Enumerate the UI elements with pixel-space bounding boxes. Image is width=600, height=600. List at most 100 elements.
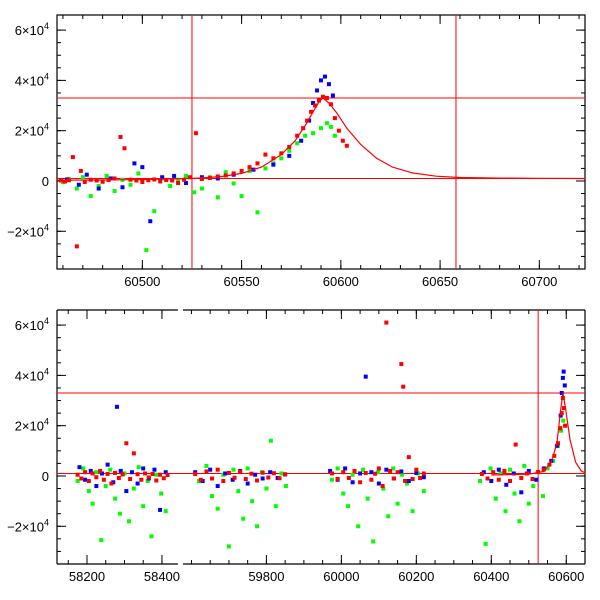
data-point [250,499,255,504]
data-point [358,480,363,485]
data-point [158,179,163,184]
data-point [541,494,546,499]
data-point [260,470,265,475]
data-point [88,468,93,473]
data-point [80,175,85,180]
data-point [152,467,157,472]
data-point [139,477,144,482]
data-point [421,475,426,480]
data-point [319,78,323,83]
data-point [485,476,490,481]
data-point [81,466,86,471]
y-tick-mantissa: 0 [42,469,49,484]
data-point [118,134,123,139]
data-point [114,404,119,409]
data-point [184,180,189,185]
y-tick-label: −2×104 [7,517,49,534]
data-point [263,152,268,157]
data-point [193,131,198,136]
plot-area [57,310,585,564]
x-tick-label: 60000 [323,569,359,584]
data-point [136,171,141,176]
data-point [146,475,151,480]
data-point [193,471,198,476]
plot-frame [56,14,586,270]
data-point [406,479,411,484]
y-tick-label: 0 [42,469,49,484]
data-point [559,390,564,395]
data-point [158,472,163,477]
data-point [341,470,346,475]
model-curve [491,392,585,476]
data-point [238,469,243,474]
data-point [215,506,220,511]
data-point [132,161,137,166]
data-point [330,93,335,98]
data-point [140,179,145,184]
y-tick-mantissa: −2×10 [7,519,44,534]
data-point [410,476,415,481]
data-point [120,185,125,190]
data-point [363,374,368,379]
y-tick-label: 0 [42,174,49,189]
data-point [134,178,139,183]
y-tick-label: −2×104 [7,222,49,239]
data-point [369,470,374,475]
y-tick-mantissa: −2×10 [7,224,44,239]
data-point [315,88,320,93]
data-point [263,166,268,171]
data-point [128,476,133,481]
data-point [560,375,565,380]
data-point [255,210,260,215]
data-point [508,467,513,472]
data-point [418,475,423,480]
data-point [526,501,531,506]
data-point [530,476,535,481]
data-point [112,189,117,194]
data-point [158,507,163,512]
data-point [386,514,391,519]
data-point [199,186,204,191]
data-point [241,516,246,521]
data-point [554,443,559,448]
data-point [483,541,488,546]
data-point [295,141,300,146]
data-point [144,248,149,253]
data-point [526,468,531,473]
x-tick-label: 60600 [548,569,584,584]
data-point [328,102,333,107]
data-point [561,418,566,423]
data-point [524,471,529,476]
data-point [400,472,405,477]
y-tick-label: 2×104 [15,417,49,434]
data-point [326,82,331,87]
data-point [172,173,177,178]
data-point [105,462,110,467]
data-point [131,486,136,491]
data-point [279,471,284,476]
y-tick-exponent: 4 [44,366,49,376]
data-point [109,481,114,486]
data-point [221,479,226,484]
data-point [243,476,248,481]
data-point [135,481,140,486]
data-point [230,477,235,482]
data-point [313,103,318,108]
data-point [260,476,265,481]
data-point [108,467,113,472]
data-point [198,477,203,482]
data-point [94,475,99,480]
data-point [77,465,82,470]
data-point [126,519,131,524]
data-point [99,471,104,476]
data-point [170,178,175,183]
data-point [491,470,496,475]
data-point [122,146,127,151]
x-tick-label: 60700 [521,274,557,289]
data-point [182,177,187,182]
data-point [105,471,110,476]
data-point [210,494,215,499]
data-point [154,478,159,483]
data-point [421,489,426,494]
